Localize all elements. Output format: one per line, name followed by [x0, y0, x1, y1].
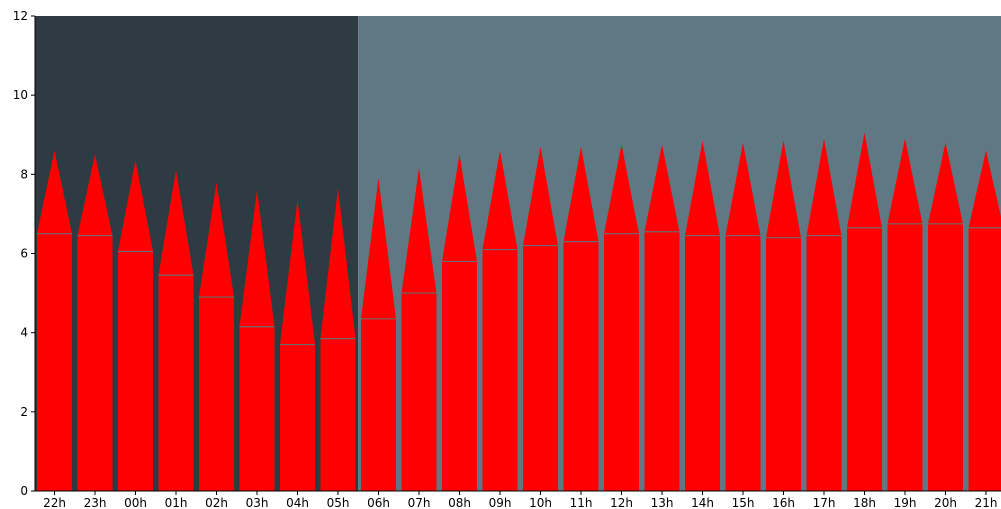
bar-03h	[239, 326, 275, 491]
x-tick-label-22h: 22h	[43, 496, 66, 509]
bar-09h	[482, 249, 518, 491]
peak-triangle-08h	[442, 154, 477, 262]
bar-10h	[523, 245, 558, 491]
bar-20h	[928, 223, 963, 491]
peak-triangle-18h	[847, 132, 882, 228]
peak-triangle-06h	[361, 178, 396, 319]
bar-22h	[37, 233, 72, 492]
peak-triangle-04h	[280, 200, 315, 345]
bar-15h	[725, 235, 761, 491]
bar-19h	[887, 223, 923, 491]
peak-triangle-03h	[239, 190, 275, 327]
peak-triangle-22h	[37, 150, 72, 234]
bar-07h	[401, 293, 437, 491]
peak-triangle-19h	[887, 138, 923, 224]
axes: 0 2 4 6 8 10 12 22h 23h 00h 01h 02h 03h 04h 05h 06h 07h 0…	[13, 9, 1001, 509]
bar-23h	[77, 235, 113, 491]
peak-triangle-14h	[685, 140, 720, 236]
x-tick-label-15h: 15h	[732, 496, 755, 509]
x-tick-label-18h: 18h	[853, 496, 876, 509]
x-tick-label-08h: 08h	[448, 496, 471, 509]
y-tick-label-10: 10	[13, 88, 28, 102]
bar-08h	[442, 261, 477, 491]
y-tick-label-12: 12	[13, 9, 28, 23]
peak-triangle-09h	[482, 150, 518, 250]
bar-17h	[806, 235, 842, 491]
peak-triangle-10h	[523, 146, 558, 246]
peak-triangle-11h	[563, 146, 599, 242]
x-tick-label-02h: 02h	[205, 496, 228, 509]
peak-triangle-20h	[928, 142, 963, 224]
x-tick-label-09h: 09h	[489, 496, 512, 509]
peak-triangle-17h	[806, 138, 842, 236]
y-tick-label-4: 4	[20, 326, 28, 340]
bar-01h	[158, 275, 194, 491]
bar-16h	[766, 237, 801, 491]
bar-05h	[320, 338, 356, 491]
x-tick-label-17h: 17h	[813, 496, 836, 509]
bar-06h	[361, 318, 396, 491]
x-tick-label-06h: 06h	[367, 496, 390, 509]
x-tick-label-14h: 14h	[691, 496, 714, 509]
x-tick-label-07h: 07h	[408, 496, 431, 509]
peak-triangle-01h	[158, 170, 194, 276]
x-tick-label-10h: 10h	[529, 496, 552, 509]
x-tick-label-20h: 20h	[934, 496, 957, 509]
peak-triangle-21h	[968, 150, 1001, 228]
bar-12h	[604, 233, 639, 492]
peak-triangle-07h	[401, 168, 437, 294]
peak-triangle-13h	[644, 144, 680, 232]
y-tick-label-8: 8	[20, 167, 28, 181]
peak-triangle-05h	[320, 188, 356, 339]
bar-21h	[968, 227, 1001, 492]
x-tick-label-03h: 03h	[246, 496, 269, 509]
x-tick-label-12h: 12h	[610, 496, 633, 509]
peak-triangle-15h	[725, 142, 761, 236]
peak-triangle-23h	[77, 154, 113, 236]
y-tick-label-2: 2	[20, 405, 28, 419]
peak-triangle-16h	[766, 140, 801, 238]
bar-11h	[563, 241, 599, 491]
x-tick-label-11h: 11h	[570, 496, 593, 509]
x-tick-label-05h: 05h	[327, 496, 350, 509]
x-tick-label-00h: 00h	[124, 496, 147, 509]
bar-04h	[280, 344, 315, 491]
x-tick-label-23h: 23h	[84, 496, 107, 509]
bar-13h	[644, 231, 680, 491]
x-tick-label-21h: 21h	[975, 496, 998, 509]
x-tick-label-13h: 13h	[651, 496, 674, 509]
bars	[37, 132, 1001, 492]
x-tick-label-16h: 16h	[772, 496, 795, 509]
bar-18h	[847, 227, 882, 492]
x-tick-label-01h: 01h	[165, 496, 188, 509]
peak-triangle-12h	[604, 144, 639, 234]
bar-02h	[199, 297, 234, 491]
peak-triangle-02h	[199, 182, 234, 298]
x-tick-label-04h: 04h	[286, 496, 309, 509]
peak-triangle-00h	[118, 160, 153, 252]
bar-14h	[685, 235, 720, 491]
x-tick-label-19h: 19h	[894, 496, 917, 509]
y-tick-label-0: 0	[20, 484, 28, 498]
bar-00h	[118, 251, 153, 491]
y-tick-label-6: 6	[20, 247, 28, 261]
